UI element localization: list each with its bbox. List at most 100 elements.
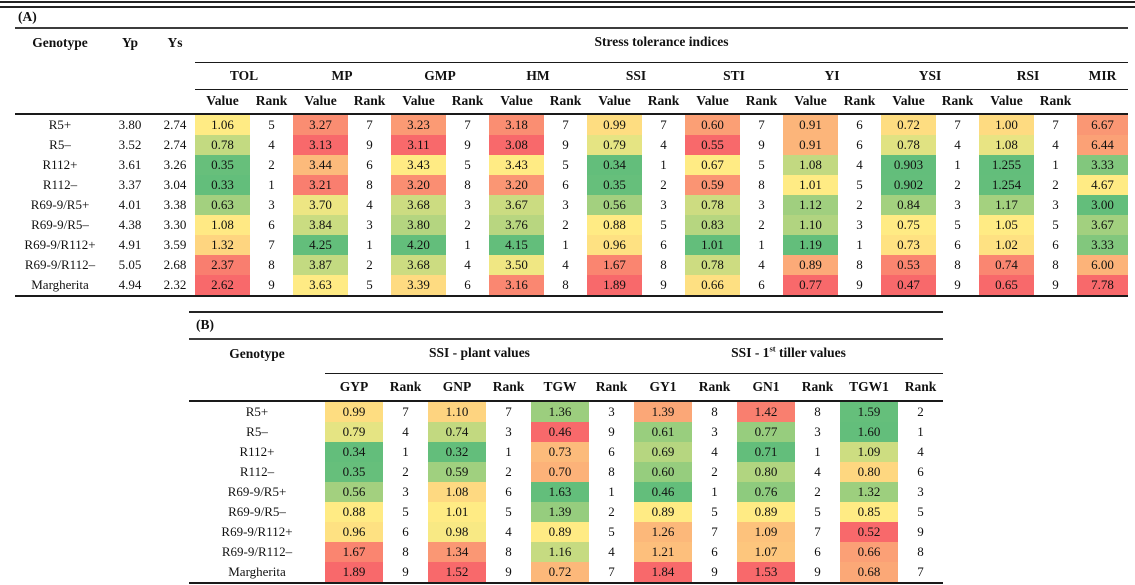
b-gn1-rank-cell: 2 [814,484,821,500]
a-mp-value-cell: 3.27 [293,114,348,135]
col-subheader-gy1-rank: Rank [692,373,737,402]
b-tgw-value-cell: 0.89 [531,522,589,542]
table-a: (A) Genotype Yp Ys Stress tolerance indi… [15,7,1129,297]
table-a-row-4: R112– 3.37 3.04 0.33 1 3.21 8 3.20 8 3.20 6 0.35 2 0.… [15,175,1129,195]
a-gmp-value-cell: 3.68 [391,255,446,275]
b-gn1-value-cell: 0.77 [737,422,795,442]
table-a-row-5: R69-9/R5+ 4.01 3.38 0.63 3 3.70 4 3.68 3 3.67 3 0.5… [15,195,1129,215]
b-gn1-value-cell: 1.07 [737,542,795,562]
b-gn1-rank-cell: 5 [814,504,821,520]
table-b-row-4: R112– 0.35 2 0.59 2 0.70 8 0.60 2 0.80 4 0.80 6 [189,462,943,482]
a-hm-value-cell: 3.43 [489,155,544,175]
col-subheader-tol-rank: Rank [250,89,293,115]
b-tgw-rank-cell: 4 [608,544,615,560]
a-mir-value-cell: 6.44 [1077,135,1129,155]
a-sti-rank-cell: 2 [758,217,765,233]
col-header-sti: STI [685,62,783,90]
a-mp-value-cell: 3.21 [293,175,348,195]
b-gyp-value-cell: 0.96 [325,522,383,542]
col-header-hm: HM [489,62,587,90]
b-tgw1-value-cell: 0.66 [840,542,898,562]
b-gy1-value-cell: 0.60 [634,462,692,482]
a-hm-rank-cell: 1 [562,237,569,253]
a-hm-value-cell: 3.08 [489,135,544,155]
a-gmp-value-cell: 3.23 [391,114,446,135]
a-ssi-value-cell: 0.99 [587,114,642,135]
b-tgw1-rank-cell: 5 [917,504,924,520]
a-rsi-value-cell: 0.65 [979,275,1034,297]
b-gnp-value-cell: 1.01 [428,502,486,522]
b-gnp-value-cell: 0.32 [428,442,486,462]
table-b-header-row-1: Genotype SSI - plant values SSI - 1st ti… [189,339,944,402]
table-b-row-5: R69-9/R5+ 0.56 3 1.08 6 1.63 1 0.46 1 0.76 2 1.32 3 [189,482,943,502]
a-sti-rank-cell: 8 [758,177,765,193]
b-tgw1-value-cell: 1.32 [840,482,898,502]
b-gyp-value-cell: 1.89 [325,562,383,584]
a-tol-rank-cell: 4 [268,137,275,153]
b-tgw1-rank-cell: 9 [917,524,924,540]
b-gn1-rank-cell: 8 [814,404,821,420]
a-mp-rank-cell: 7 [366,117,373,133]
a-ssi-value-cell: 1.89 [587,275,642,297]
yp-cell: 4.38 [118,217,142,233]
b-gyp-rank-cell: 1 [402,444,409,460]
a-tol-rank-cell: 7 [268,237,275,253]
a-ysi-rank-cell: 3 [954,197,961,213]
a-rsi-value-cell: 1.08 [979,135,1034,155]
a-mir-value-cell: 7.78 [1077,275,1129,297]
a-tol-value-cell: 0.78 [195,135,250,155]
yp-cell: 3.37 [118,177,142,193]
ys-cell: 3.59 [163,237,187,253]
b-gn1-value-cell: 0.76 [737,482,795,502]
ys-cell: 2.68 [163,257,187,273]
ys-cell: 3.30 [163,217,187,233]
b-gnp-value-cell: 1.52 [428,562,486,584]
genotype-cell: R5+ [245,404,269,420]
a-yi-value-cell: 0.91 [783,114,838,135]
a-gmp-rank-cell: 9 [464,137,471,153]
table-b-column-header-row: GYP Rank GNP Rank TGW Rank GY1 Rank GN1 Rank TGW1 R… [189,373,944,402]
col-subheader-tgw1-rank: Rank [898,373,944,402]
b-gy1-value-cell: 0.46 [634,482,692,502]
a-sti-rank-cell: 7 [758,117,765,133]
a-mir-value-cell: 3.33 [1077,155,1129,175]
b-tgw-value-cell: 1.16 [531,542,589,562]
a-sti-value-cell: 0.67 [685,155,740,175]
b-gn1-rank-cell: 4 [814,464,821,480]
a-mp-value-cell: 4.25 [293,235,348,255]
b-tgw1-rank-cell: 2 [917,404,924,420]
b-gy1-value-cell: 0.89 [634,502,692,522]
b-gyp-value-cell: 0.99 [325,401,383,422]
genotype-cell: R69-9/R112– [221,544,293,560]
table-a-row-1: R5+ 3.80 2.74 1.06 5 3.27 7 3.23 7 3.18 7 0.99 7 0.60… [15,114,1129,135]
a-yi-value-cell: 1.12 [783,195,838,215]
a-ysi-value-cell: 0.78 [881,135,936,155]
a-hm-rank-cell: 7 [562,117,569,133]
col-subheader-rsi-rank: Rank [1034,89,1077,115]
b-gnp-rank-cell: 8 [505,544,512,560]
col-header-genotype-b: Genotype [189,339,325,402]
b-gn1-value-cell: 1.42 [737,401,795,422]
b-gyp-rank-cell: 9 [383,562,428,584]
b-gnp-value-cell: 0.74 [428,422,486,442]
a-ssi-rank-cell: 8 [660,257,667,273]
a-mp-rank-cell: 2 [366,257,373,273]
table-b-row-1: R5+ 0.99 7 1.10 7 1.36 3 1.39 8 1.42 8 1.59 2 [189,401,943,422]
a-hm-value-cell: 3.20 [489,175,544,195]
a-ysi-value-cell: 0.902 [881,175,936,195]
a-ysi-rank-cell: 7 [954,117,961,133]
b-gyp-value-cell: 0.79 [325,422,383,442]
b-gn1-rank-cell: 3 [814,424,821,440]
a-mir-value-cell: 6.67 [1077,114,1129,135]
ys-cell: 3.38 [163,197,187,213]
a-hm-rank-cell: 9 [562,137,569,153]
a-ysi-value-cell: 0.73 [881,235,936,255]
a-rsi-value-cell: 1.00 [979,114,1034,135]
b-tgw-rank-cell: 5 [608,524,615,540]
col-header-ys: Ys [155,28,195,115]
a-mp-value-cell: 3.70 [293,195,348,215]
b-tgw-rank-cell: 1 [608,484,615,500]
a-sti-rank-cell: 9 [758,137,765,153]
a-tol-rank-cell: 5 [268,117,275,133]
table-b-row-9: Margherita 1.89 9 1.52 9 0.72 7 1.84 9 1.53 9 0.68 7 [189,562,944,584]
